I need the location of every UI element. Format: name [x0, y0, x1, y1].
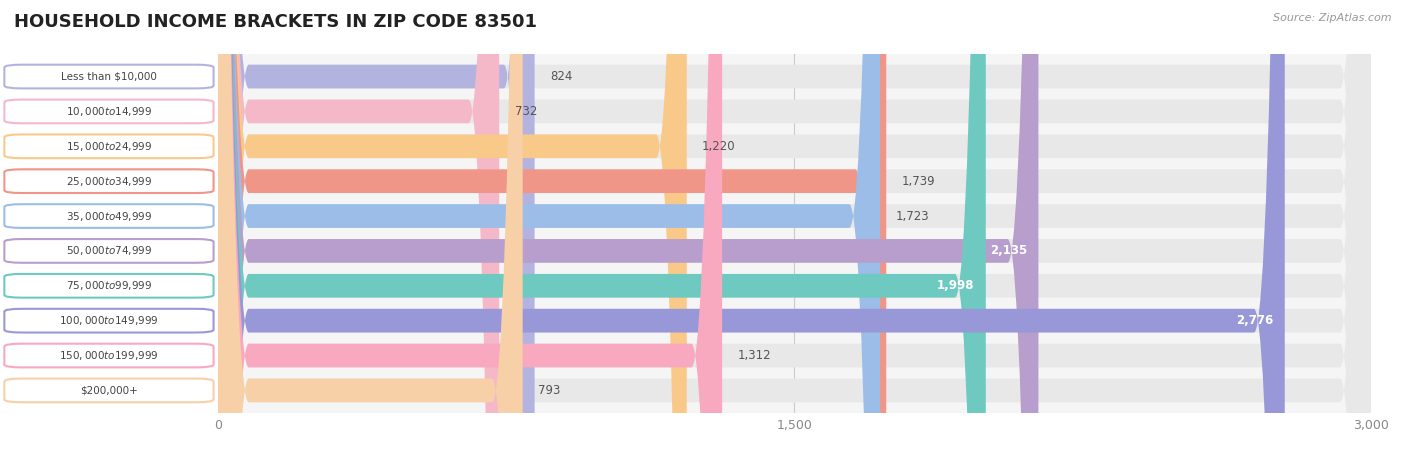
Text: $75,000 to $99,999: $75,000 to $99,999 [66, 279, 152, 292]
FancyBboxPatch shape [218, 0, 686, 449]
FancyBboxPatch shape [4, 309, 214, 333]
Text: 732: 732 [515, 105, 537, 118]
Text: 1,739: 1,739 [901, 175, 935, 188]
FancyBboxPatch shape [4, 134, 214, 158]
Text: 2,135: 2,135 [990, 244, 1026, 257]
Text: 1,312: 1,312 [738, 349, 770, 362]
FancyBboxPatch shape [4, 379, 214, 402]
FancyBboxPatch shape [218, 0, 1371, 449]
FancyBboxPatch shape [4, 274, 214, 298]
FancyBboxPatch shape [218, 0, 1371, 449]
Text: $200,000+: $200,000+ [80, 385, 138, 396]
Text: $25,000 to $34,999: $25,000 to $34,999 [66, 175, 152, 188]
Text: Source: ZipAtlas.com: Source: ZipAtlas.com [1274, 13, 1392, 23]
Text: $50,000 to $74,999: $50,000 to $74,999 [66, 244, 152, 257]
FancyBboxPatch shape [218, 0, 1285, 449]
Text: Less than $10,000: Less than $10,000 [60, 71, 157, 82]
Text: $10,000 to $14,999: $10,000 to $14,999 [66, 105, 152, 118]
FancyBboxPatch shape [218, 0, 1371, 449]
FancyBboxPatch shape [218, 0, 534, 449]
FancyBboxPatch shape [4, 343, 214, 367]
FancyBboxPatch shape [218, 0, 723, 449]
FancyBboxPatch shape [218, 0, 1371, 449]
FancyBboxPatch shape [218, 0, 1371, 449]
FancyBboxPatch shape [4, 100, 214, 123]
Text: $100,000 to $149,999: $100,000 to $149,999 [59, 314, 159, 327]
FancyBboxPatch shape [218, 0, 880, 449]
Text: 824: 824 [550, 70, 572, 83]
Text: $15,000 to $24,999: $15,000 to $24,999 [66, 140, 152, 153]
Text: $35,000 to $49,999: $35,000 to $49,999 [66, 210, 152, 223]
Text: 1,998: 1,998 [936, 279, 974, 292]
FancyBboxPatch shape [4, 169, 214, 193]
Text: 2,776: 2,776 [1236, 314, 1274, 327]
Text: 1,220: 1,220 [702, 140, 735, 153]
FancyBboxPatch shape [218, 0, 499, 449]
FancyBboxPatch shape [218, 0, 523, 449]
FancyBboxPatch shape [218, 0, 1371, 449]
Text: 1,723: 1,723 [896, 210, 929, 223]
Text: HOUSEHOLD INCOME BRACKETS IN ZIP CODE 83501: HOUSEHOLD INCOME BRACKETS IN ZIP CODE 83… [14, 13, 537, 31]
FancyBboxPatch shape [4, 65, 214, 88]
FancyBboxPatch shape [218, 0, 1371, 449]
FancyBboxPatch shape [218, 0, 1371, 449]
FancyBboxPatch shape [218, 0, 886, 449]
FancyBboxPatch shape [218, 0, 1371, 449]
Text: $150,000 to $199,999: $150,000 to $199,999 [59, 349, 159, 362]
FancyBboxPatch shape [218, 0, 1039, 449]
FancyBboxPatch shape [218, 0, 986, 449]
FancyBboxPatch shape [4, 239, 214, 263]
FancyBboxPatch shape [4, 204, 214, 228]
Text: 793: 793 [538, 384, 561, 397]
FancyBboxPatch shape [218, 0, 1371, 449]
